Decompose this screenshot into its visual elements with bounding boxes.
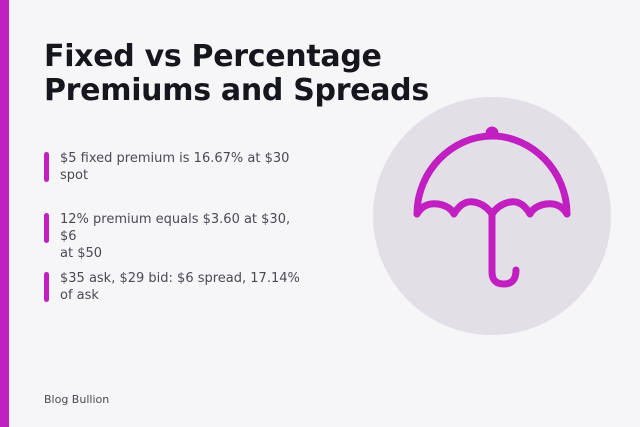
bullet-text: 12% premium equals $3.60 at $30, $6 at $5… — [60, 211, 304, 262]
umbrella-icon — [373, 97, 611, 335]
brand: Blog Bullion — [44, 393, 110, 406]
bullet: 12% premium equals $3.60 at $30, $6 at $5… — [44, 211, 304, 262]
bullet: $35 ask, $29 bid: $6 spread, 17.14% of as… — [44, 270, 304, 304]
bullet-line: of ask — [60, 288, 99, 303]
bullet-line: $35 ask, $29 bid: $6 spread, 17.14% — [60, 271, 300, 286]
title-line: Premiums and Spreads — [44, 73, 429, 108]
title: Fixed vs Percentage Premiums and Spreads — [44, 40, 429, 108]
bullet-line: $5 fixed premium is 16.67% at $30 — [60, 151, 290, 166]
bullet-text: $35 ask, $29 bid: $6 spread, 17.14% of as… — [60, 270, 304, 304]
bullet-marker — [44, 213, 49, 243]
bullet-line: at $50 — [60, 246, 103, 261]
bullet-line: 12% premium equals $3.60 at $30, $6 — [60, 212, 291, 244]
bullet-line: spot — [60, 168, 89, 183]
bullet-text: $5 fixed premium is 16.67% at $30 spot — [60, 150, 304, 184]
bullet-marker — [44, 272, 49, 302]
title-line: Fixed vs Percentage — [44, 39, 382, 74]
bullet: $5 fixed premium is 16.67% at $30 spot — [44, 150, 304, 184]
accent-bar — [0, 0, 9, 427]
bullet-marker — [44, 152, 49, 182]
